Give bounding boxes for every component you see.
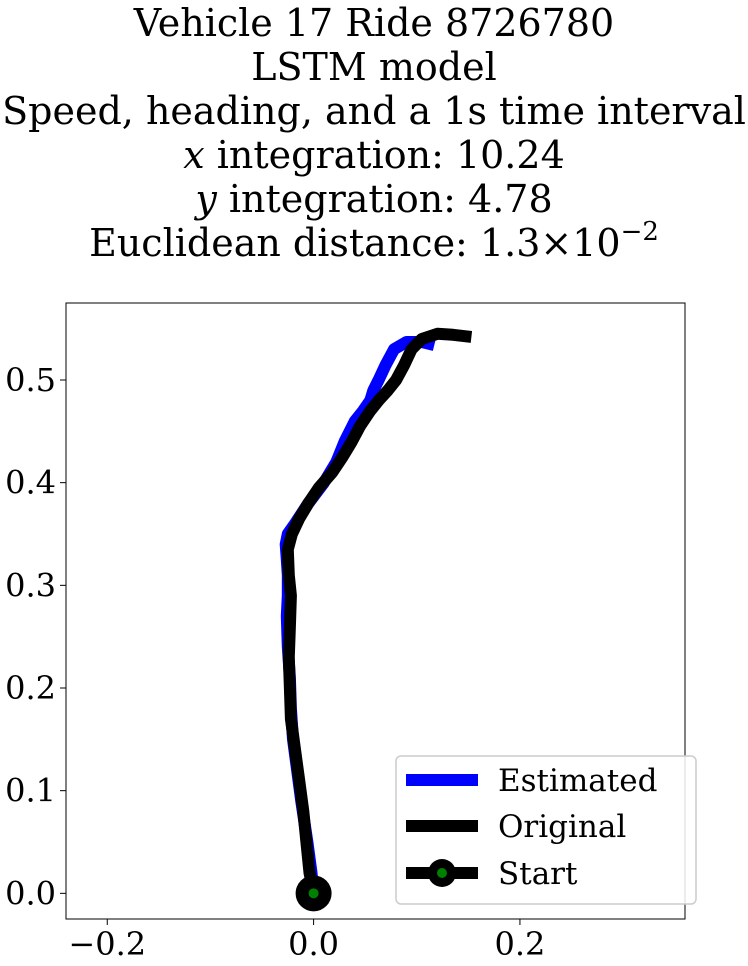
title-line-1: Vehicle 17 Ride 8726780 — [133, 1, 614, 45]
x-tick-label: 0.2 — [494, 925, 545, 963]
legend-label-original: Original — [498, 809, 626, 845]
legend-swatch-start-dot — [437, 868, 447, 878]
y-tick-label: 0.0 — [5, 874, 56, 912]
title-line-3: Speed, heading, and a 1s time interval — [2, 89, 746, 133]
euclidean-distance-base: 10 — [572, 221, 620, 265]
y-tick-label: 0.2 — [5, 669, 56, 707]
x-integration-symbol: x — [183, 133, 204, 177]
y-integration-line: y integration: 4.78 — [193, 177, 552, 221]
legend: Estimated Original Start — [395, 755, 697, 905]
x-tick-label: 0.0 — [288, 925, 339, 963]
legend-label-start: Start — [498, 856, 578, 892]
title-line-2: LSTM model — [251, 45, 496, 89]
axis-ticks: −0.2 0.0 0.2 0.0 0.1 0.2 0.3 0.4 0.5 — [5, 361, 545, 963]
y-tick-label: 0.4 — [5, 464, 56, 502]
start-marker-dot — [308, 888, 319, 899]
euclidean-distance-exponent: −2 — [621, 217, 659, 247]
euclidean-distance-line: Euclidean distance: 1.3×10−2 — [89, 217, 659, 265]
x-integration-value: integration: 10.24 — [205, 133, 565, 177]
legend-label-estimated: Estimated — [498, 763, 657, 799]
x-integration-line: x integration: 10.24 — [183, 133, 565, 177]
plot-frame — [65, 302, 686, 920]
y-tick-label: 0.5 — [5, 361, 56, 399]
series-original-line — [281, 327, 473, 895]
chart-title: Vehicle 17 Ride 8726780 LSTM model Speed… — [2, 1, 746, 265]
x-tick-label: −0.2 — [68, 925, 146, 963]
euclidean-distance-times: × — [540, 221, 572, 265]
y-integration-value: integration: 4.78 — [217, 177, 553, 221]
y-tick-label: 0.3 — [5, 566, 56, 604]
y-integration-symbol: y — [193, 177, 217, 221]
euclidean-distance-text: Euclidean distance: 1.3 — [89, 221, 540, 265]
plot-area: −0.2 0.0 0.2 0.0 0.1 0.2 0.3 0.4 0.5 — [5, 302, 686, 963]
y-tick-label: 0.1 — [5, 772, 56, 810]
